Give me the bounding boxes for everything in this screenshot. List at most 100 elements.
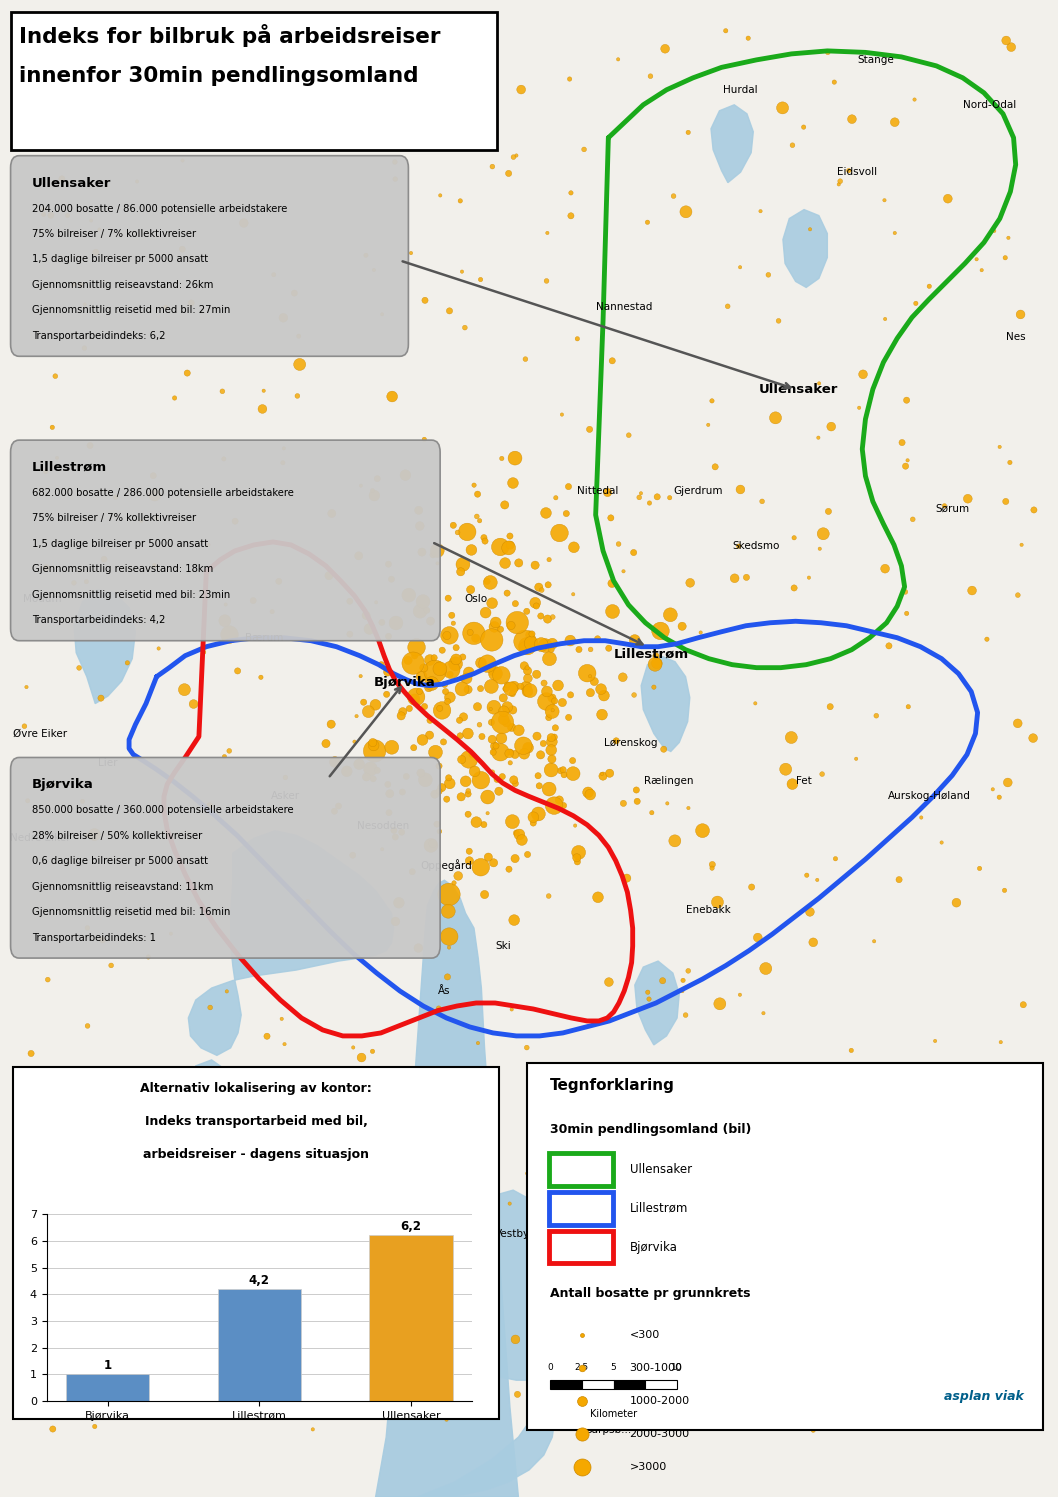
- Point: [501, 1192, 518, 1216]
- Point: [323, 713, 340, 737]
- Point: [895, 1244, 912, 1268]
- Point: [344, 843, 361, 867]
- Point: [469, 695, 486, 719]
- Point: [823, 415, 840, 439]
- Point: [175, 148, 191, 172]
- Text: arbeidsreiser - dagens situasjon: arbeidsreiser - dagens situasjon: [143, 1148, 369, 1162]
- Point: [599, 1117, 616, 1141]
- Point: [421, 723, 438, 747]
- Point: [411, 1308, 427, 1332]
- Point: [531, 774, 548, 798]
- Point: [400, 584, 417, 608]
- Point: [431, 997, 448, 1021]
- Point: [420, 675, 437, 699]
- Point: [318, 1141, 335, 1165]
- Point: [355, 690, 372, 714]
- Point: [518, 1162, 535, 1186]
- Point: [200, 533, 217, 557]
- Point: [358, 765, 375, 789]
- Text: Sarpsb...: Sarpsb...: [585, 1425, 632, 1434]
- Point: [358, 244, 375, 268]
- Point: [898, 388, 915, 412]
- Point: [558, 501, 574, 525]
- Point: [625, 683, 642, 707]
- Point: [508, 144, 525, 168]
- Point: [895, 1091, 912, 1115]
- Point: [474, 725, 491, 748]
- Point: [743, 876, 760, 900]
- Point: [428, 539, 445, 563]
- Point: [504, 681, 521, 705]
- Point: [484, 728, 500, 751]
- Point: [76, 292, 93, 316]
- Point: [530, 575, 547, 599]
- Point: [412, 513, 428, 537]
- Point: [601, 762, 618, 786]
- Point: [665, 184, 682, 208]
- Point: [491, 780, 508, 804]
- Point: [615, 665, 632, 689]
- Point: [352, 665, 369, 689]
- Point: [532, 633, 549, 657]
- Point: [673, 1234, 690, 1257]
- Point: [998, 28, 1015, 52]
- Point: [181, 484, 198, 507]
- Polygon shape: [74, 590, 135, 704]
- Text: 1: 1: [104, 1359, 112, 1373]
- Point: [163, 922, 180, 946]
- Point: [475, 1400, 492, 1424]
- Point: [496, 493, 513, 516]
- Point: [176, 678, 193, 702]
- Point: [505, 698, 522, 722]
- Text: Indeks transportarbeid med bil,: Indeks transportarbeid med bil,: [145, 1115, 367, 1129]
- Point: [547, 716, 564, 740]
- Point: [498, 581, 515, 605]
- Point: [400, 648, 417, 672]
- Text: Gjerdrum: Gjerdrum: [674, 487, 723, 496]
- Point: [291, 352, 308, 376]
- Point: [276, 1031, 293, 1055]
- Point: [440, 900, 457, 924]
- Point: [487, 662, 504, 686]
- Point: [851, 395, 868, 419]
- Point: [369, 759, 386, 783]
- Point: [431, 654, 448, 678]
- Point: [95, 1263, 112, 1287]
- Point: [594, 702, 610, 726]
- Point: [475, 813, 492, 837]
- Point: [434, 638, 451, 662]
- Text: Ullensaker: Ullensaker: [759, 383, 839, 395]
- Text: Gjennomsnittlig reisetid med bil: 27min: Gjennomsnittlig reisetid med bil: 27min: [32, 305, 231, 316]
- Point: [730, 534, 747, 558]
- Point: [120, 58, 136, 82]
- Point: [484, 154, 500, 178]
- Point: [582, 681, 599, 705]
- Point: [532, 743, 549, 766]
- Point: [486, 850, 503, 874]
- Point: [489, 768, 506, 792]
- Point: [596, 684, 613, 708]
- Point: [665, 1226, 682, 1250]
- Point: [445, 871, 462, 895]
- Point: [615, 792, 632, 816]
- Point: [439, 690, 456, 714]
- Point: [273, 1007, 290, 1031]
- Point: [267, 1365, 284, 1389]
- Point: [458, 1106, 475, 1130]
- Point: [286, 281, 303, 305]
- Point: [767, 406, 784, 430]
- Point: [640, 987, 657, 1010]
- Point: [509, 611, 526, 635]
- Point: [365, 766, 382, 790]
- Text: 1,5 daglige bilreiser pr 5000 ansatt: 1,5 daglige bilreiser pr 5000 ansatt: [32, 254, 207, 265]
- Point: [515, 734, 532, 757]
- Point: [479, 801, 496, 825]
- Point: [564, 748, 581, 772]
- Point: [717, 19, 734, 43]
- Point: [657, 1373, 674, 1397]
- Point: [426, 659, 443, 683]
- Point: [423, 672, 440, 696]
- Text: Rælingen: Rælingen: [644, 777, 693, 786]
- Point: [641, 491, 658, 515]
- Point: [852, 1136, 869, 1160]
